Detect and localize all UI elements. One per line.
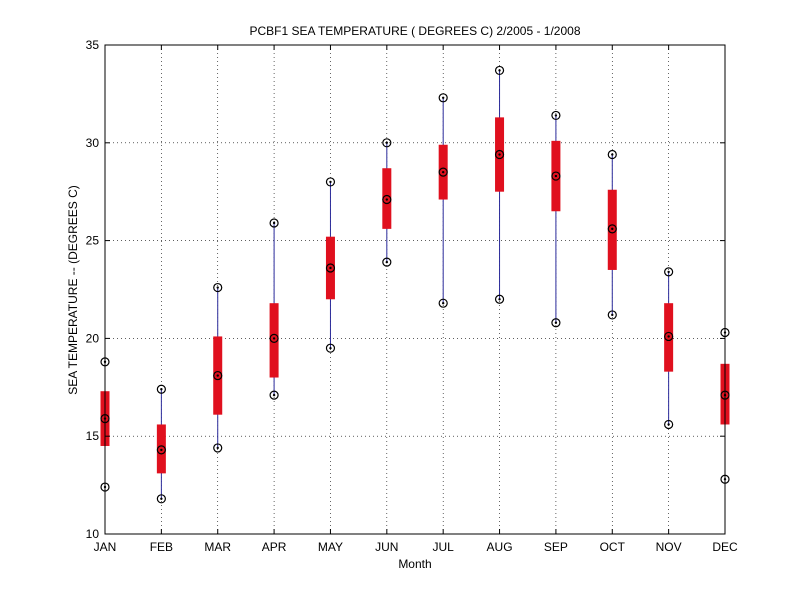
median-marker <box>325 263 336 273</box>
y-tick-label: 30 <box>86 136 100 150</box>
max-marker-dot <box>498 69 501 72</box>
max-marker <box>213 282 223 293</box>
max-marker-dot <box>441 96 445 100</box>
max-marker-dot <box>329 180 332 184</box>
median-marker-dot <box>385 198 389 201</box>
x-axis-ticks: JAN FEB MAR APR MAY JUN JUL AUG SEP OCT NOV DEC <box>94 45 738 554</box>
min-marker <box>438 298 448 308</box>
plot-area-frame <box>104 44 726 535</box>
median-marker <box>382 194 392 205</box>
y-tick-label: 25 <box>86 234 100 248</box>
max-marker-dot <box>216 286 219 289</box>
median-marker-dot <box>329 266 332 270</box>
max-marker-dot <box>554 114 558 117</box>
y-tick-label: 20 <box>86 331 100 345</box>
max-marker <box>325 177 336 187</box>
median-marker <box>269 333 279 343</box>
min-marker <box>382 257 392 267</box>
max-marker-dot <box>160 388 163 391</box>
x-tick-label: SEP <box>544 540 568 554</box>
min-marker <box>551 318 561 328</box>
min-marker <box>156 494 166 504</box>
box-feb <box>156 384 166 504</box>
median-marker <box>438 167 448 177</box>
median-marker-dot <box>216 374 219 377</box>
max-marker <box>664 267 674 277</box>
median-marker-dot <box>441 170 445 174</box>
y-axis-ticks: 10 15 20 25 30 35 <box>86 38 725 541</box>
median-marker-dot <box>160 448 163 452</box>
median-marker-dot <box>611 227 614 231</box>
min-marker-dot <box>611 313 614 317</box>
y-axis-label: SEA TEMPERATURE -- (DEGREES C) <box>66 185 80 395</box>
min-marker <box>607 310 617 320</box>
box-jun <box>382 138 392 267</box>
min-marker-dot <box>667 423 670 426</box>
x-tick-label: NOV <box>656 540 682 554</box>
min-marker <box>325 343 336 353</box>
min-marker-dot <box>385 260 389 264</box>
median-marker-dot <box>498 153 501 156</box>
min-marker-dot <box>160 497 163 500</box>
x-tick-label: MAR <box>204 540 231 554</box>
median-marker <box>664 331 674 342</box>
x-tick-label: MAY <box>318 540 343 554</box>
min-marker-dot <box>272 393 276 397</box>
min-marker-dot <box>329 346 332 350</box>
median-marker <box>156 445 166 455</box>
median-marker <box>551 171 561 181</box>
x-tick-label: DEC <box>712 540 738 554</box>
y-tick-label: 35 <box>86 38 100 52</box>
median-marker-dot <box>554 174 558 178</box>
max-marker-dot <box>667 270 670 274</box>
min-marker-dot <box>441 301 445 305</box>
median-marker <box>607 224 617 234</box>
chart-title: PCBF1 SEA TEMPERATURE ( DEGREES C) 2/200… <box>249 24 580 38</box>
min-marker-dot <box>498 298 501 301</box>
max-marker <box>494 65 505 76</box>
median-marker-dot <box>272 337 276 340</box>
box-oct <box>607 149 617 320</box>
min-marker <box>213 443 223 453</box>
box-jul <box>438 93 448 308</box>
y-tick-label: 15 <box>86 429 100 443</box>
x-tick-label: FEB <box>150 540 173 554</box>
max-marker <box>269 218 279 228</box>
box-mar <box>213 282 223 453</box>
median-marker <box>213 370 223 381</box>
x-tick-label: AUG <box>487 540 513 554</box>
x-tick-label: JAN <box>94 540 117 554</box>
x-tick-label: JUN <box>375 540 398 554</box>
min-marker-dot <box>216 446 219 450</box>
median-marker <box>494 149 505 160</box>
x-tick-label: JUL <box>433 540 455 554</box>
max-marker-dot <box>385 141 389 144</box>
median-marker-dot <box>667 335 670 338</box>
max-marker <box>438 93 448 103</box>
x-tick-label: OCT <box>600 540 626 554</box>
max-marker <box>156 384 166 394</box>
x-tick-label: APR <box>262 540 287 554</box>
max-marker-dot <box>272 221 276 225</box>
box-sep <box>551 110 561 328</box>
x-axis-label: Month <box>398 557 431 571</box>
iqr-box <box>269 303 279 378</box>
box-may <box>325 177 336 353</box>
max-marker <box>551 110 561 121</box>
max-marker-dot <box>611 153 614 156</box>
box-apr <box>269 218 279 400</box>
min-marker <box>269 390 279 400</box>
min-marker-dot <box>554 321 558 324</box>
max-marker <box>607 149 617 160</box>
min-marker <box>664 419 674 430</box>
y-tick-label: 10 <box>86 527 100 541</box>
min-marker <box>494 294 505 304</box>
box-nov <box>664 267 674 430</box>
box-aug <box>494 65 505 304</box>
max-marker <box>382 138 392 148</box>
